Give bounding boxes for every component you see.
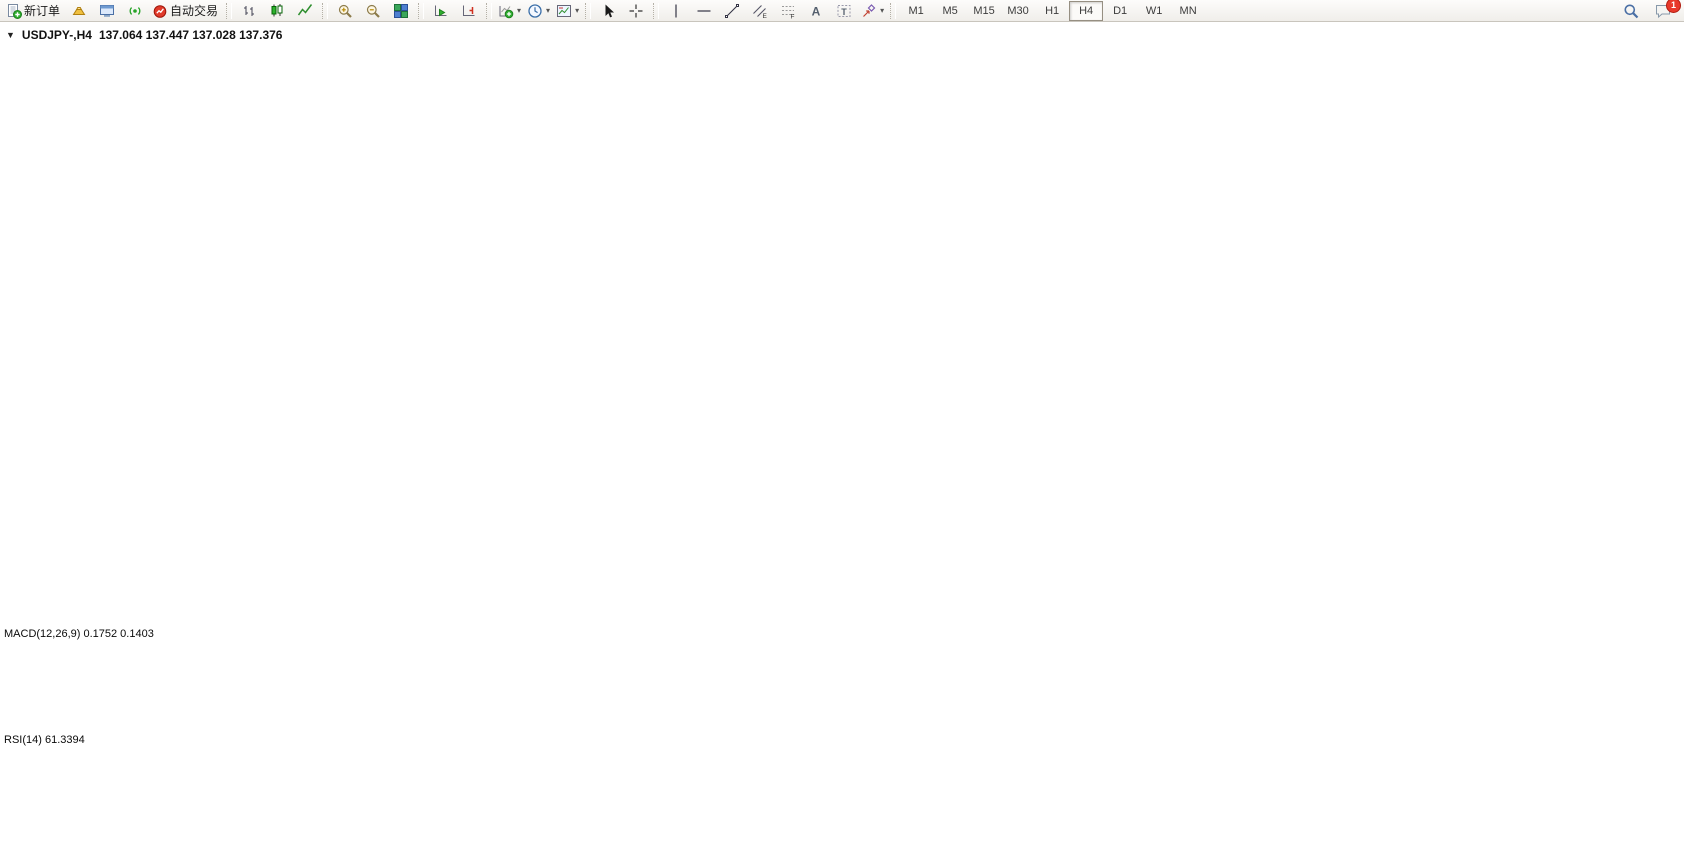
timeframe-M15-button[interactable]: M15 [973, 4, 995, 17]
clock-icon [527, 3, 543, 19]
market-watch-button[interactable] [65, 0, 93, 22]
new-order-icon [6, 3, 22, 19]
crosshair-button[interactable] [622, 0, 650, 22]
zoom-in-button[interactable] [331, 0, 359, 22]
channel-icon: E [752, 3, 768, 19]
svg-text:F: F [791, 13, 795, 19]
signal-icon [127, 3, 143, 19]
svg-text:E: E [763, 13, 768, 19]
candles-icon [269, 3, 285, 19]
data-window-button[interactable] [93, 0, 121, 22]
svg-text:T: T [841, 6, 847, 16]
notification-badge: 1 [1666, 0, 1681, 13]
notifications-button[interactable]: 1 [1649, 0, 1681, 22]
search-button[interactable] [1617, 0, 1645, 22]
toolbar-separator [486, 2, 493, 19]
equidistant-channel-button[interactable]: E [746, 0, 774, 22]
trendline-button[interactable] [718, 0, 746, 22]
fibo-icon: F [780, 3, 796, 19]
monitor-icon [99, 3, 115, 19]
chevron-down-icon[interactable]: ▾ [575, 6, 580, 15]
toolbar-separator [226, 2, 233, 19]
new-order-button-label: 新订单 [24, 4, 61, 18]
svg-text:A: A [812, 4, 821, 18]
gold-icon [71, 3, 87, 19]
rsi-indicator-label: RSI(14) 61.3394 [4, 734, 85, 746]
new-order-button[interactable]: 新订单 [3, 0, 65, 22]
label-icon: T [836, 3, 852, 19]
bar-chart-button[interactable] [235, 0, 263, 22]
autoscroll-icon [433, 3, 449, 19]
indicators-button[interactable]: ▾ [495, 0, 524, 22]
bars-icon [241, 3, 257, 19]
shift-icon [461, 3, 477, 19]
shapes-icon [861, 3, 877, 19]
timeframe-M1-button[interactable]: M1 [908, 4, 924, 17]
zoom-out-button[interactable] [359, 0, 387, 22]
timeframe-MN-button[interactable]: MN [1179, 4, 1197, 17]
zoom-out-icon [365, 3, 381, 19]
trendline-icon [724, 3, 740, 19]
arrows-button[interactable]: ▾ [858, 0, 887, 22]
auto-scroll-button[interactable] [427, 0, 455, 22]
toolbar-separator [585, 2, 592, 19]
candlestick-chart-button[interactable] [263, 0, 291, 22]
chart-title-bar: ▼ USDJPY-,H4 137.064 137.447 137.028 137… [6, 28, 282, 42]
toolbar-separator [653, 2, 660, 19]
main-toolbar: 新订单 自动交易 ▾ ▾ ▾ E F A T ▾ M1 M5 M15 M30 H1 H4 D1 W1 MN 1 [0, 0, 1684, 22]
horizontal-line-button[interactable] [690, 0, 718, 22]
chevron-down-icon[interactable]: ▾ [546, 6, 551, 15]
text-icon: A [808, 3, 824, 19]
cursor-icon [600, 3, 616, 19]
toolbar-separator [890, 2, 897, 19]
timeframe-H4-button[interactable]: H4 [1069, 0, 1104, 21]
periods-button[interactable]: ▾ [524, 0, 553, 22]
auto-trading-button[interactable]: 自动交易 [149, 0, 223, 22]
signals-button[interactable] [121, 0, 149, 22]
tile-windows-button[interactable] [387, 0, 415, 22]
vline-icon [668, 3, 684, 19]
ohlc-values: 137.064 137.447 137.028 137.376 [98, 28, 283, 42]
macd-indicator-label: MACD(12,26,9) 0.1752 0.1403 [4, 628, 154, 640]
symbol-period-label: USDJPY-,H4 [21, 28, 92, 42]
chart-window: ▼ USDJPY-,H4 137.064 137.447 137.028 137… [0, 22, 1684, 844]
toolbar-separator [418, 2, 425, 19]
search-icon [1623, 3, 1639, 19]
crosshair-icon [628, 3, 644, 19]
chart-canvas[interactable] [0, 22, 1684, 844]
timeframe-M5-button[interactable]: M5 [942, 4, 958, 17]
hline-icon [696, 3, 712, 19]
toolbar-separator [322, 2, 329, 19]
auto-trading-button-label: 自动交易 [170, 4, 219, 18]
timeframe-H1-button[interactable]: H1 [1045, 4, 1060, 17]
text-label-button[interactable]: T [830, 0, 858, 22]
chart-shift-button[interactable] [455, 0, 483, 22]
chevron-down-icon[interactable]: ▾ [880, 6, 885, 15]
timeframe-W1-button[interactable]: W1 [1145, 4, 1163, 17]
template-icon [556, 3, 572, 19]
cursor-button[interactable] [594, 0, 622, 22]
indicators-icon [498, 3, 514, 19]
autotrade-icon [152, 3, 168, 19]
zoom-in-icon [337, 3, 353, 19]
timeframe-D1-button[interactable]: D1 [1113, 4, 1128, 17]
vertical-line-button[interactable] [662, 0, 690, 22]
toolbar-right-icons: 1 [1617, 0, 1681, 22]
timeframe-M30-button[interactable]: M30 [1007, 4, 1029, 17]
text-button[interactable]: A [802, 0, 830, 22]
templates-button[interactable]: ▾ [553, 0, 582, 22]
fibonacci-button[interactable]: F [774, 0, 802, 22]
tile-icon [393, 3, 409, 19]
collapse-panel-icon[interactable]: ▼ [6, 30, 15, 40]
linechart-icon [297, 3, 313, 19]
chevron-down-icon[interactable]: ▾ [517, 6, 522, 15]
line-chart-button[interactable] [291, 0, 319, 22]
